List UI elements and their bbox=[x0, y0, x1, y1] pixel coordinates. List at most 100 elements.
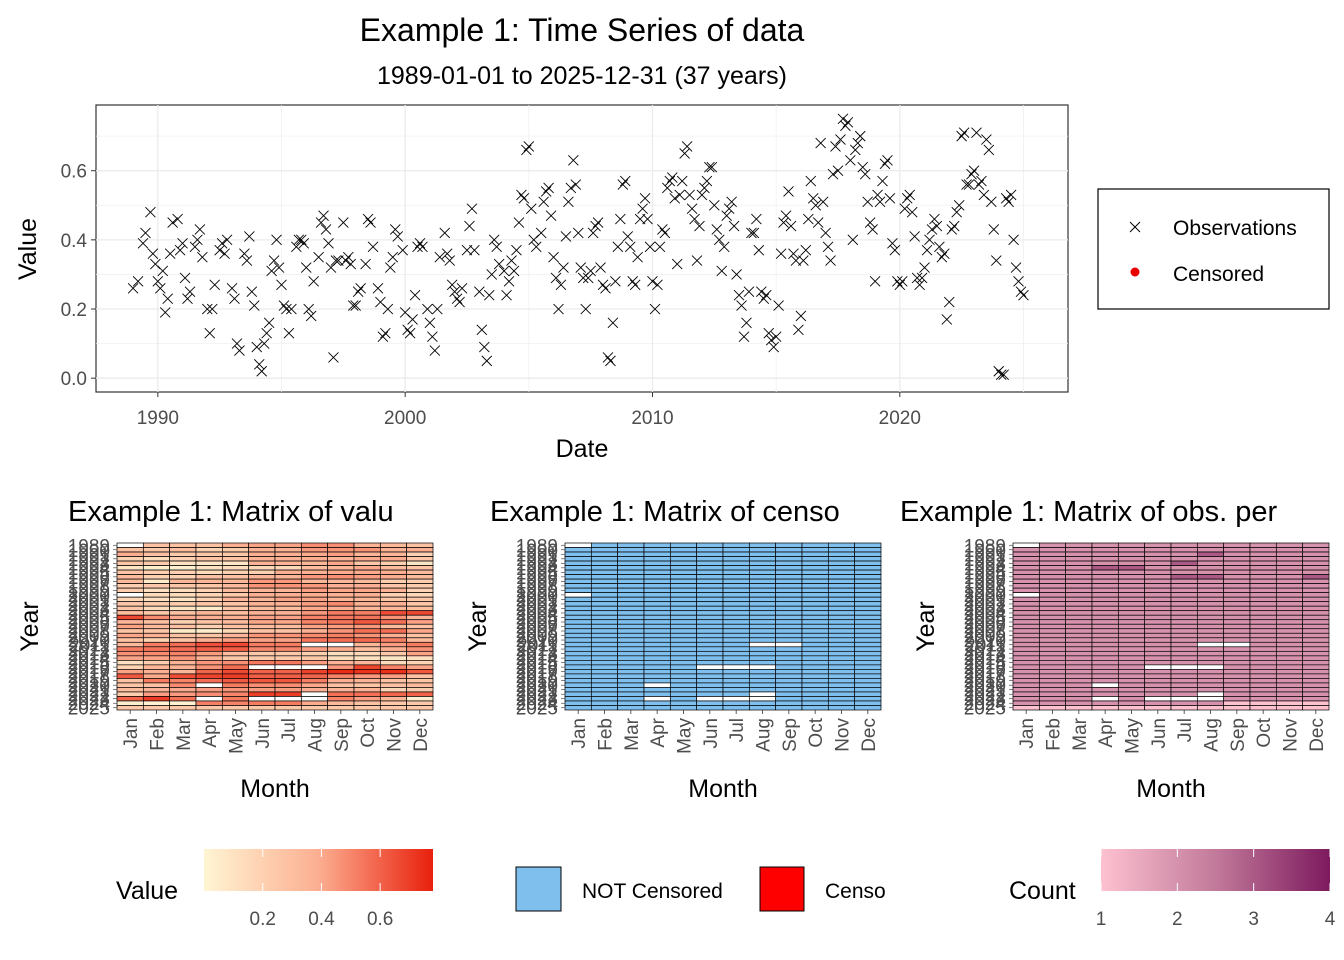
heatmap-cell bbox=[643, 560, 671, 566]
heatmap-cell bbox=[1012, 628, 1040, 634]
heatmap-cell bbox=[116, 569, 144, 575]
heatmap-cell bbox=[300, 587, 329, 593]
heatmap-cell bbox=[1065, 632, 1093, 639]
heatmap-cell bbox=[379, 605, 408, 612]
heatmap-cell bbox=[195, 592, 223, 598]
heatmap-cell bbox=[748, 700, 777, 706]
heatmap-cell bbox=[748, 691, 777, 697]
year-tick-label: 2024 bbox=[964, 694, 1007, 715]
heatmap-cell bbox=[1117, 569, 1146, 575]
heatmap-cell bbox=[1091, 669, 1119, 675]
observation-point bbox=[454, 296, 465, 308]
heatmap-cell bbox=[1223, 605, 1251, 612]
heatmap-cell bbox=[669, 628, 698, 634]
observation-point bbox=[469, 244, 480, 256]
heatmap-cell bbox=[300, 664, 329, 670]
heatmap-cell bbox=[590, 632, 619, 639]
heatmap-cell bbox=[1196, 569, 1225, 575]
heatmap-cell bbox=[327, 587, 355, 593]
heatmap-cell bbox=[722, 646, 750, 652]
observation-point bbox=[639, 193, 651, 204]
heatmap-cell bbox=[748, 619, 777, 625]
heatmap-cell bbox=[827, 655, 856, 661]
heatmap-cell bbox=[827, 628, 856, 634]
observation-point bbox=[422, 303, 433, 315]
heatmap-cell bbox=[1302, 628, 1330, 634]
heatmap-cell bbox=[1302, 700, 1330, 706]
heatmap-cell bbox=[564, 696, 592, 702]
heatmap-cell bbox=[248, 619, 276, 625]
heatmap-cell bbox=[1249, 664, 1277, 670]
heatmap-cell bbox=[274, 687, 302, 693]
heatmap-cell bbox=[696, 583, 724, 589]
heatmap-cell bbox=[1249, 592, 1277, 598]
heatmap-cell bbox=[722, 542, 750, 548]
heatmap-cell bbox=[1144, 596, 1172, 603]
observation-point bbox=[892, 276, 903, 287]
heatmap-cell bbox=[854, 556, 882, 562]
observation-point bbox=[345, 258, 357, 270]
heatmap-cell bbox=[564, 610, 592, 616]
heatmap-cell bbox=[854, 646, 882, 652]
heatmap-cell bbox=[854, 632, 882, 639]
heatmap-cell bbox=[854, 628, 882, 634]
year-tick-label: 2002 bbox=[964, 595, 1006, 616]
observation-point bbox=[904, 189, 916, 201]
heatmap-cell bbox=[775, 601, 803, 607]
observation-point bbox=[204, 327, 216, 339]
observation-point bbox=[845, 155, 856, 166]
heatmap-cell bbox=[722, 632, 750, 639]
heatmap-cell bbox=[274, 610, 302, 616]
year-tick-label: 2009 bbox=[516, 627, 558, 648]
observation-point bbox=[894, 279, 906, 291]
heatmap-cell bbox=[116, 655, 144, 661]
heatmap-cell bbox=[1065, 619, 1093, 625]
heatmap-cell bbox=[801, 574, 829, 580]
heatmap-cell bbox=[353, 619, 381, 625]
heatmap-cell bbox=[300, 682, 329, 688]
heatmap-cell bbox=[1091, 542, 1119, 548]
heatmap-cell bbox=[617, 664, 645, 670]
time-series-y-ticks: 0.00.20.40.6 bbox=[61, 162, 96, 390]
heatmap-cell bbox=[669, 556, 698, 562]
observation-point bbox=[778, 217, 789, 228]
heatmap-cell bbox=[1091, 700, 1119, 706]
heatmap-cell bbox=[1091, 623, 1119, 630]
observation-point bbox=[795, 310, 807, 322]
heatmap-cell bbox=[1091, 664, 1119, 670]
heatmap-cell bbox=[722, 678, 750, 684]
observation-point bbox=[901, 193, 913, 204]
heatmap-cell bbox=[327, 614, 355, 621]
heatmap-cell bbox=[669, 623, 698, 630]
heatmap-cell bbox=[1117, 601, 1146, 607]
censored-swatch bbox=[759, 866, 805, 912]
heatmap-cell bbox=[379, 592, 408, 598]
heatmap-cell bbox=[643, 601, 671, 607]
heatmap-cell bbox=[300, 565, 329, 571]
count-matrix-panel: Example 1: Matrix of obs. per 1989199019… bbox=[900, 496, 1330, 803]
heatmap-cell bbox=[1144, 610, 1172, 616]
heatmap-cell bbox=[1117, 669, 1146, 675]
censored-label: Censo bbox=[825, 880, 886, 903]
heatmap-cell bbox=[327, 646, 355, 652]
year-tick-label: 2000 bbox=[68, 586, 110, 607]
observation-point bbox=[941, 314, 953, 325]
heatmap-cell bbox=[142, 547, 171, 553]
heatmap-cell bbox=[1302, 605, 1330, 612]
heatmap-cell bbox=[221, 596, 250, 603]
heatmap-cell bbox=[1091, 646, 1119, 652]
heatmap-cell bbox=[221, 610, 250, 616]
year-tick-label: 2004 bbox=[516, 604, 559, 625]
heatmap-cell bbox=[274, 650, 302, 657]
heatmap-cell bbox=[1012, 664, 1040, 670]
year-tick-label: 2019 bbox=[516, 672, 558, 693]
heatmap-cell bbox=[1223, 632, 1251, 639]
heatmap-cell bbox=[1223, 614, 1251, 621]
heatmap-cell bbox=[1012, 551, 1040, 557]
observation-point bbox=[669, 193, 681, 204]
heatmap-cell bbox=[1144, 560, 1172, 566]
year-tick-label: 2022 bbox=[964, 685, 1006, 706]
observation-point bbox=[721, 210, 733, 221]
year-tick-label: 2003 bbox=[68, 599, 110, 620]
heatmap-cell bbox=[748, 605, 777, 612]
